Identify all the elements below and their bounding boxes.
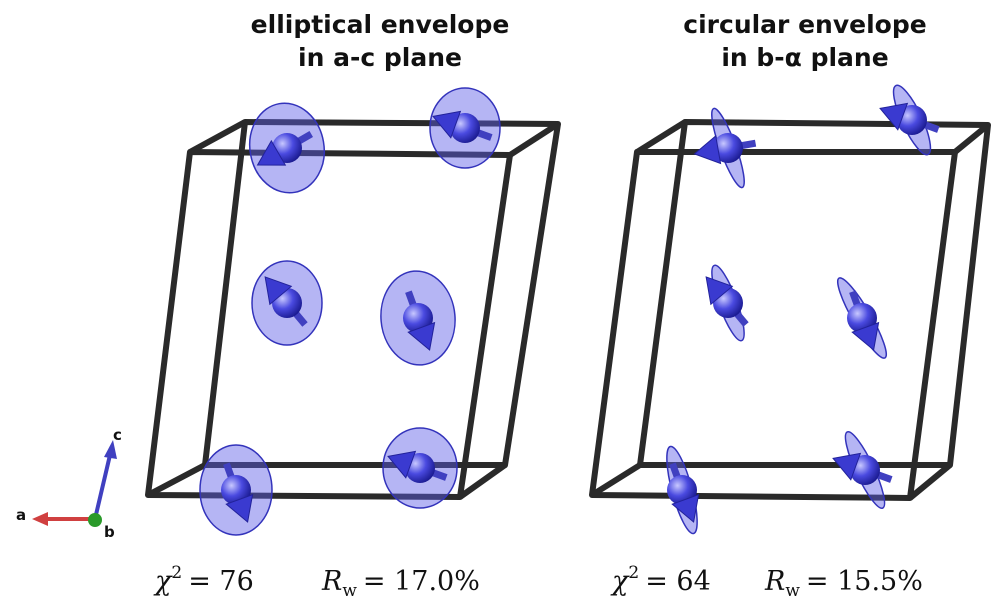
axis-label: c — [113, 426, 122, 444]
axis-label: b — [104, 523, 115, 541]
moment — [383, 428, 457, 508]
chi-squared: χ2= 76 — [153, 563, 254, 597]
panel-title: elliptical envelope — [251, 10, 510, 39]
r-weighted: Rw= 15.5% — [764, 566, 923, 601]
figure: elliptical envelope in a-c plane circula… — [0, 0, 995, 601]
axis-indicator: a b c — [16, 426, 122, 541]
unit-cell — [592, 122, 988, 498]
moment — [706, 262, 750, 343]
moment — [695, 106, 756, 190]
moment — [880, 81, 938, 158]
r-weighted: Rw= 17.0% — [321, 566, 480, 601]
moment — [252, 261, 322, 345]
axis-label: a — [16, 506, 26, 524]
chi-squared: χ2= 64 — [610, 563, 711, 597]
panel-title: in b-α plane — [721, 43, 888, 72]
moment — [661, 444, 704, 536]
panel-title: circular envelope — [683, 10, 926, 39]
moment — [377, 268, 459, 368]
moment — [243, 97, 332, 198]
moment — [200, 445, 272, 535]
panel-title: in a-c plane — [298, 43, 462, 72]
moment — [831, 274, 893, 363]
unit-cell — [148, 122, 558, 497]
moment — [430, 88, 500, 168]
